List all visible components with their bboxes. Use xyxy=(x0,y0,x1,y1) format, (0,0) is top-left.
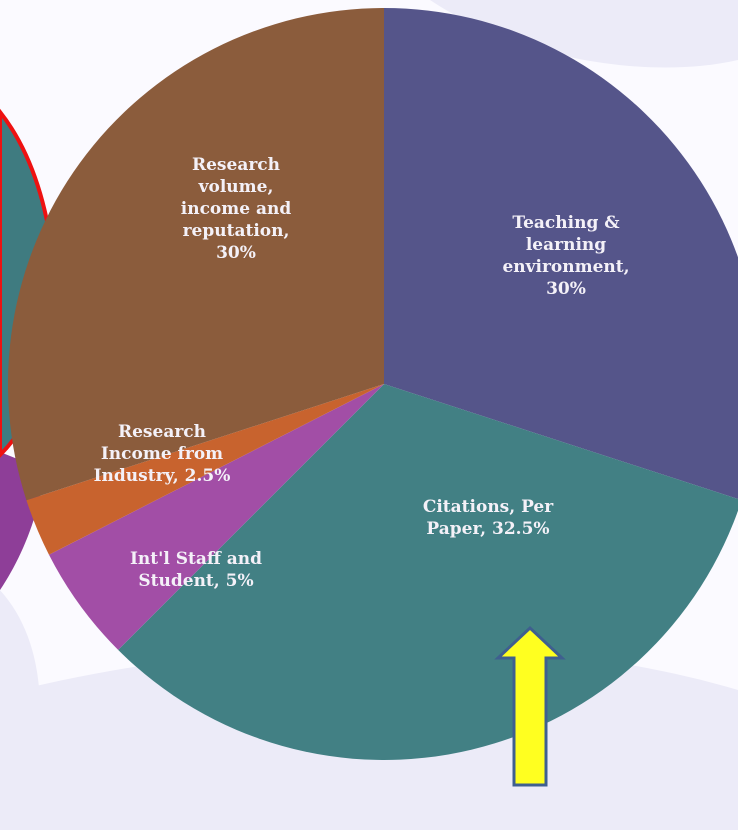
slice-label: Citations, Per Paper, 32.5% xyxy=(423,497,554,539)
slice-label: Teaching & learning environment, 30% xyxy=(502,213,629,299)
slice-label: Research volume, income and reputation, 30% xyxy=(181,155,292,263)
arrow xyxy=(494,625,566,787)
slice-label: Research Income from Industry, 2.5% xyxy=(94,422,231,486)
slice xyxy=(7,8,385,501)
slice xyxy=(384,8,738,500)
slice xyxy=(48,384,385,650)
pie xyxy=(7,8,738,760)
labels: Teaching & learning environment, 30% Citatio… xyxy=(94,155,630,591)
slice-label: Int'l Staff and Student, 5% xyxy=(130,549,262,591)
slice xyxy=(26,384,385,555)
slice xyxy=(118,384,738,760)
background-swirl xyxy=(430,0,738,68)
background-swirl xyxy=(0,590,40,830)
